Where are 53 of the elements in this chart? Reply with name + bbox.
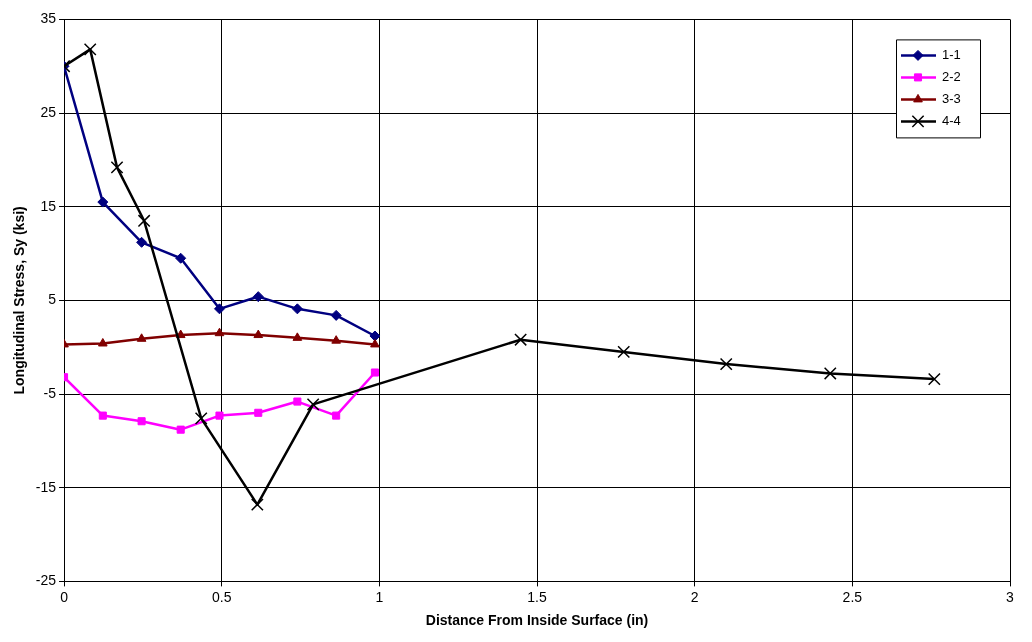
point [97,196,109,208]
point [252,291,264,303]
legend-label: 2-2 [942,68,961,84]
point [213,303,225,315]
y-tick-label: 5 [48,291,57,308]
point [136,236,148,248]
point [137,214,151,228]
point [291,303,303,315]
point [617,345,631,359]
point [823,367,837,380]
x-tick-label: 0 [60,588,69,605]
legend-label: 1-1 [942,46,961,62]
point [927,372,941,386]
point [215,411,224,420]
y-tick-label: -15 [35,478,57,495]
x-tick-label: 2.5 [842,588,863,605]
x-tick-label: 1.5 [527,588,547,605]
y-tick-label: -5 [43,384,57,401]
x-tick-label: 1 [375,588,384,605]
legend-label: 4-4 [942,112,961,128]
point [97,337,108,347]
point [514,333,528,347]
y-tick-label: -25 [35,572,57,589]
point [98,411,107,420]
y-tick-label: 25 [40,103,57,120]
point [110,160,124,174]
x-tick-label: 3 [1006,588,1015,605]
point [370,338,380,348]
point [306,397,320,411]
y-tick-label: 15 [40,197,57,214]
point [330,309,342,321]
point [194,412,208,425]
x-tick-label: 0.5 [211,588,232,605]
point [292,332,303,341]
point [254,408,263,417]
point [250,498,264,511]
point [136,333,147,342]
point [293,397,302,406]
point [370,368,379,377]
point [719,357,733,371]
point [175,252,187,264]
point [137,417,146,426]
point [332,411,341,420]
y-axis-title: Longitudinal Stress, Sy (ksi) [11,206,28,395]
legend-label: 3-3 [942,90,961,106]
point [253,329,264,339]
point [83,42,97,56]
point [176,425,185,434]
x-tick-label: 2 [690,588,699,605]
x-axis-title: Distance From Inside Surface (in) [425,612,649,629]
point [214,327,225,337]
y-tick-label: 35 [40,10,57,27]
point [331,335,341,344]
